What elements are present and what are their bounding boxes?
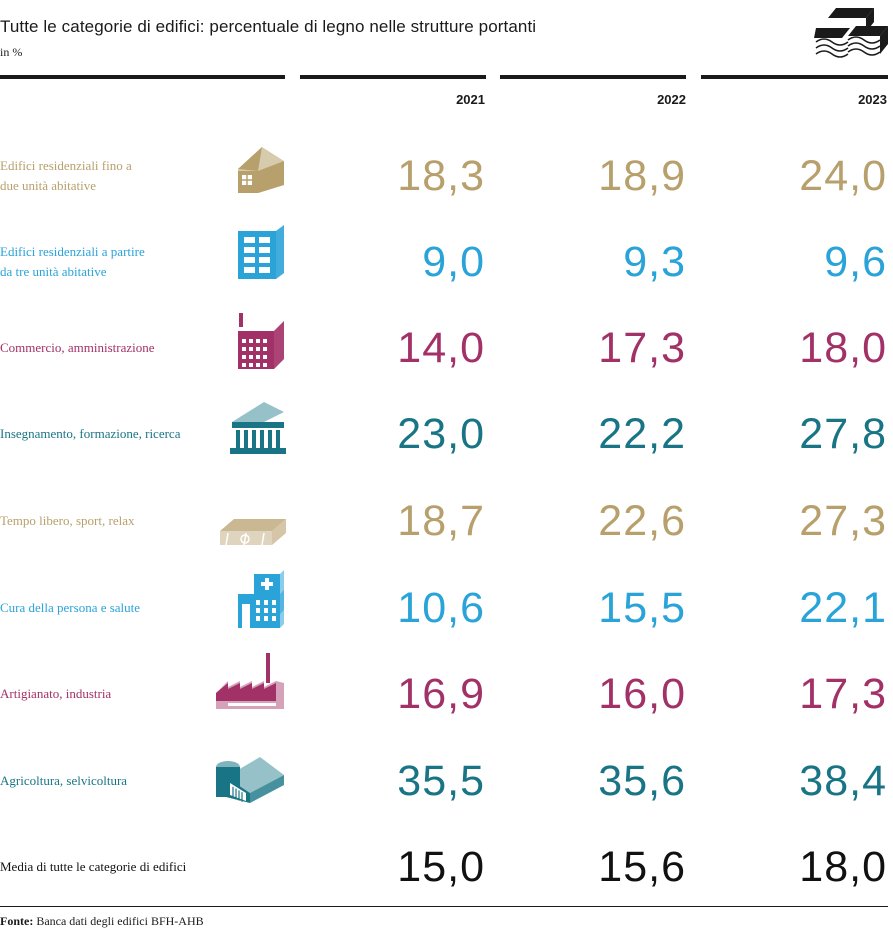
header-rule-2021 [300, 75, 486, 79]
value-cell-2021: 18,7 [397, 497, 485, 545]
row-label-line-2: da tre unità abitative [0, 264, 107, 279]
factory-icon [216, 653, 284, 709]
timber-stack-logo-icon [814, 8, 888, 58]
value-cell-2021: 35,5 [397, 757, 485, 805]
row-label-line-1: Edifici residenziali a partire [0, 244, 145, 259]
hospital-icon [238, 570, 284, 628]
row-label-line-2: due unità abitative [0, 178, 97, 193]
value-cell-2022: 9,3 [623, 238, 686, 286]
row-label: Commercio, amministrazione [0, 338, 215, 358]
row-label-line-1: Insegnamento, formazione, ricerca [0, 426, 181, 441]
value-cell-2023: 17,3 [799, 670, 887, 718]
row-label: Agricoltura, selvicoltura [0, 771, 215, 791]
value-cell-2022: 16,0 [598, 670, 686, 718]
header-rule-labels [0, 75, 285, 79]
single-family-house-icon [238, 147, 284, 193]
row-label: Cura della persona e salute [0, 598, 215, 618]
value-cell-2022: 18,9 [598, 152, 686, 200]
row-label: Tempo libero, sport, relax [0, 511, 215, 531]
value-cell-2021: 9,0 [422, 238, 485, 286]
value-cell-2021: 14,0 [397, 324, 485, 372]
value-cell-2023: 22,1 [799, 584, 887, 632]
barn-icon [216, 757, 284, 803]
source-note: Fonte: Banca dati degli edifici BFH-AHB [0, 914, 204, 929]
footer-rule [0, 906, 888, 907]
value-cell-2021: 23,0 [397, 410, 485, 458]
row-label-line-1: Commercio, amministrazione [0, 340, 155, 355]
sports-field-icon [220, 519, 286, 546]
column-header-2022: 2022 [657, 92, 686, 107]
value-cell-2023: 38,4 [799, 757, 887, 805]
row-label: Edifici residenziali a partire da tre uni… [0, 242, 215, 282]
value-cell-2022: 17,3 [598, 324, 686, 372]
value-cell-2023: 27,3 [799, 497, 887, 545]
row-label-line-1: Tempo libero, sport, relax [0, 513, 135, 528]
value-cell-2023: 27,8 [799, 410, 887, 458]
value-cell-2023: 9,6 [824, 238, 887, 286]
value-cell-2022: 22,2 [598, 410, 686, 458]
value-cell-2021: 16,9 [397, 670, 485, 718]
value-cell-2023: 24,0 [799, 152, 887, 200]
value-cell-2023: 18,0 [799, 324, 887, 372]
value-cell-2022: 15,6 [598, 843, 686, 891]
row-label: Insegnamento, formazione, ricerca [0, 424, 215, 444]
school-columns-icon [230, 402, 286, 454]
column-header-2023: 2023 [858, 92, 887, 107]
value-cell-2022: 35,6 [598, 757, 686, 805]
row-label: Media di tutte le categorie di edifici [0, 857, 215, 877]
source-label: Fonte: [0, 914, 34, 928]
value-cell-2022: 22,6 [598, 497, 686, 545]
value-cell-2022: 15,5 [598, 584, 686, 632]
value-cell-2021: 18,3 [397, 152, 485, 200]
row-label-line-1: Artigianato, industria [0, 686, 112, 701]
apartment-building-icon [238, 225, 284, 279]
value-cell-2021: 10,6 [397, 584, 485, 632]
header-rule-2022 [500, 75, 686, 79]
unit-label: in % [0, 45, 23, 59]
row-label-line-1: Edifici residenziali fino a [0, 158, 132, 173]
row-label-line-1: Media di tutte le categorie di edifici [0, 859, 187, 874]
header-rule-2023 [701, 75, 888, 79]
row-label: Edifici residenziali fino a due unità abi… [0, 156, 215, 196]
office-building-icon [238, 313, 284, 369]
source-text: Banca dati degli edifici BFH-AHB [36, 914, 204, 928]
value-cell-2023: 18,0 [799, 843, 887, 891]
value-cell-2021: 15,0 [397, 843, 485, 891]
chart-title: Tutte le categorie di edifici: percentua… [0, 17, 537, 36]
row-label-line-1: Cura della persona e salute [0, 600, 141, 615]
row-label: Artigianato, industria [0, 684, 215, 704]
row-label-line-1: Agricoltura, selvicoltura [0, 773, 128, 788]
column-header-2021: 2021 [456, 92, 485, 107]
